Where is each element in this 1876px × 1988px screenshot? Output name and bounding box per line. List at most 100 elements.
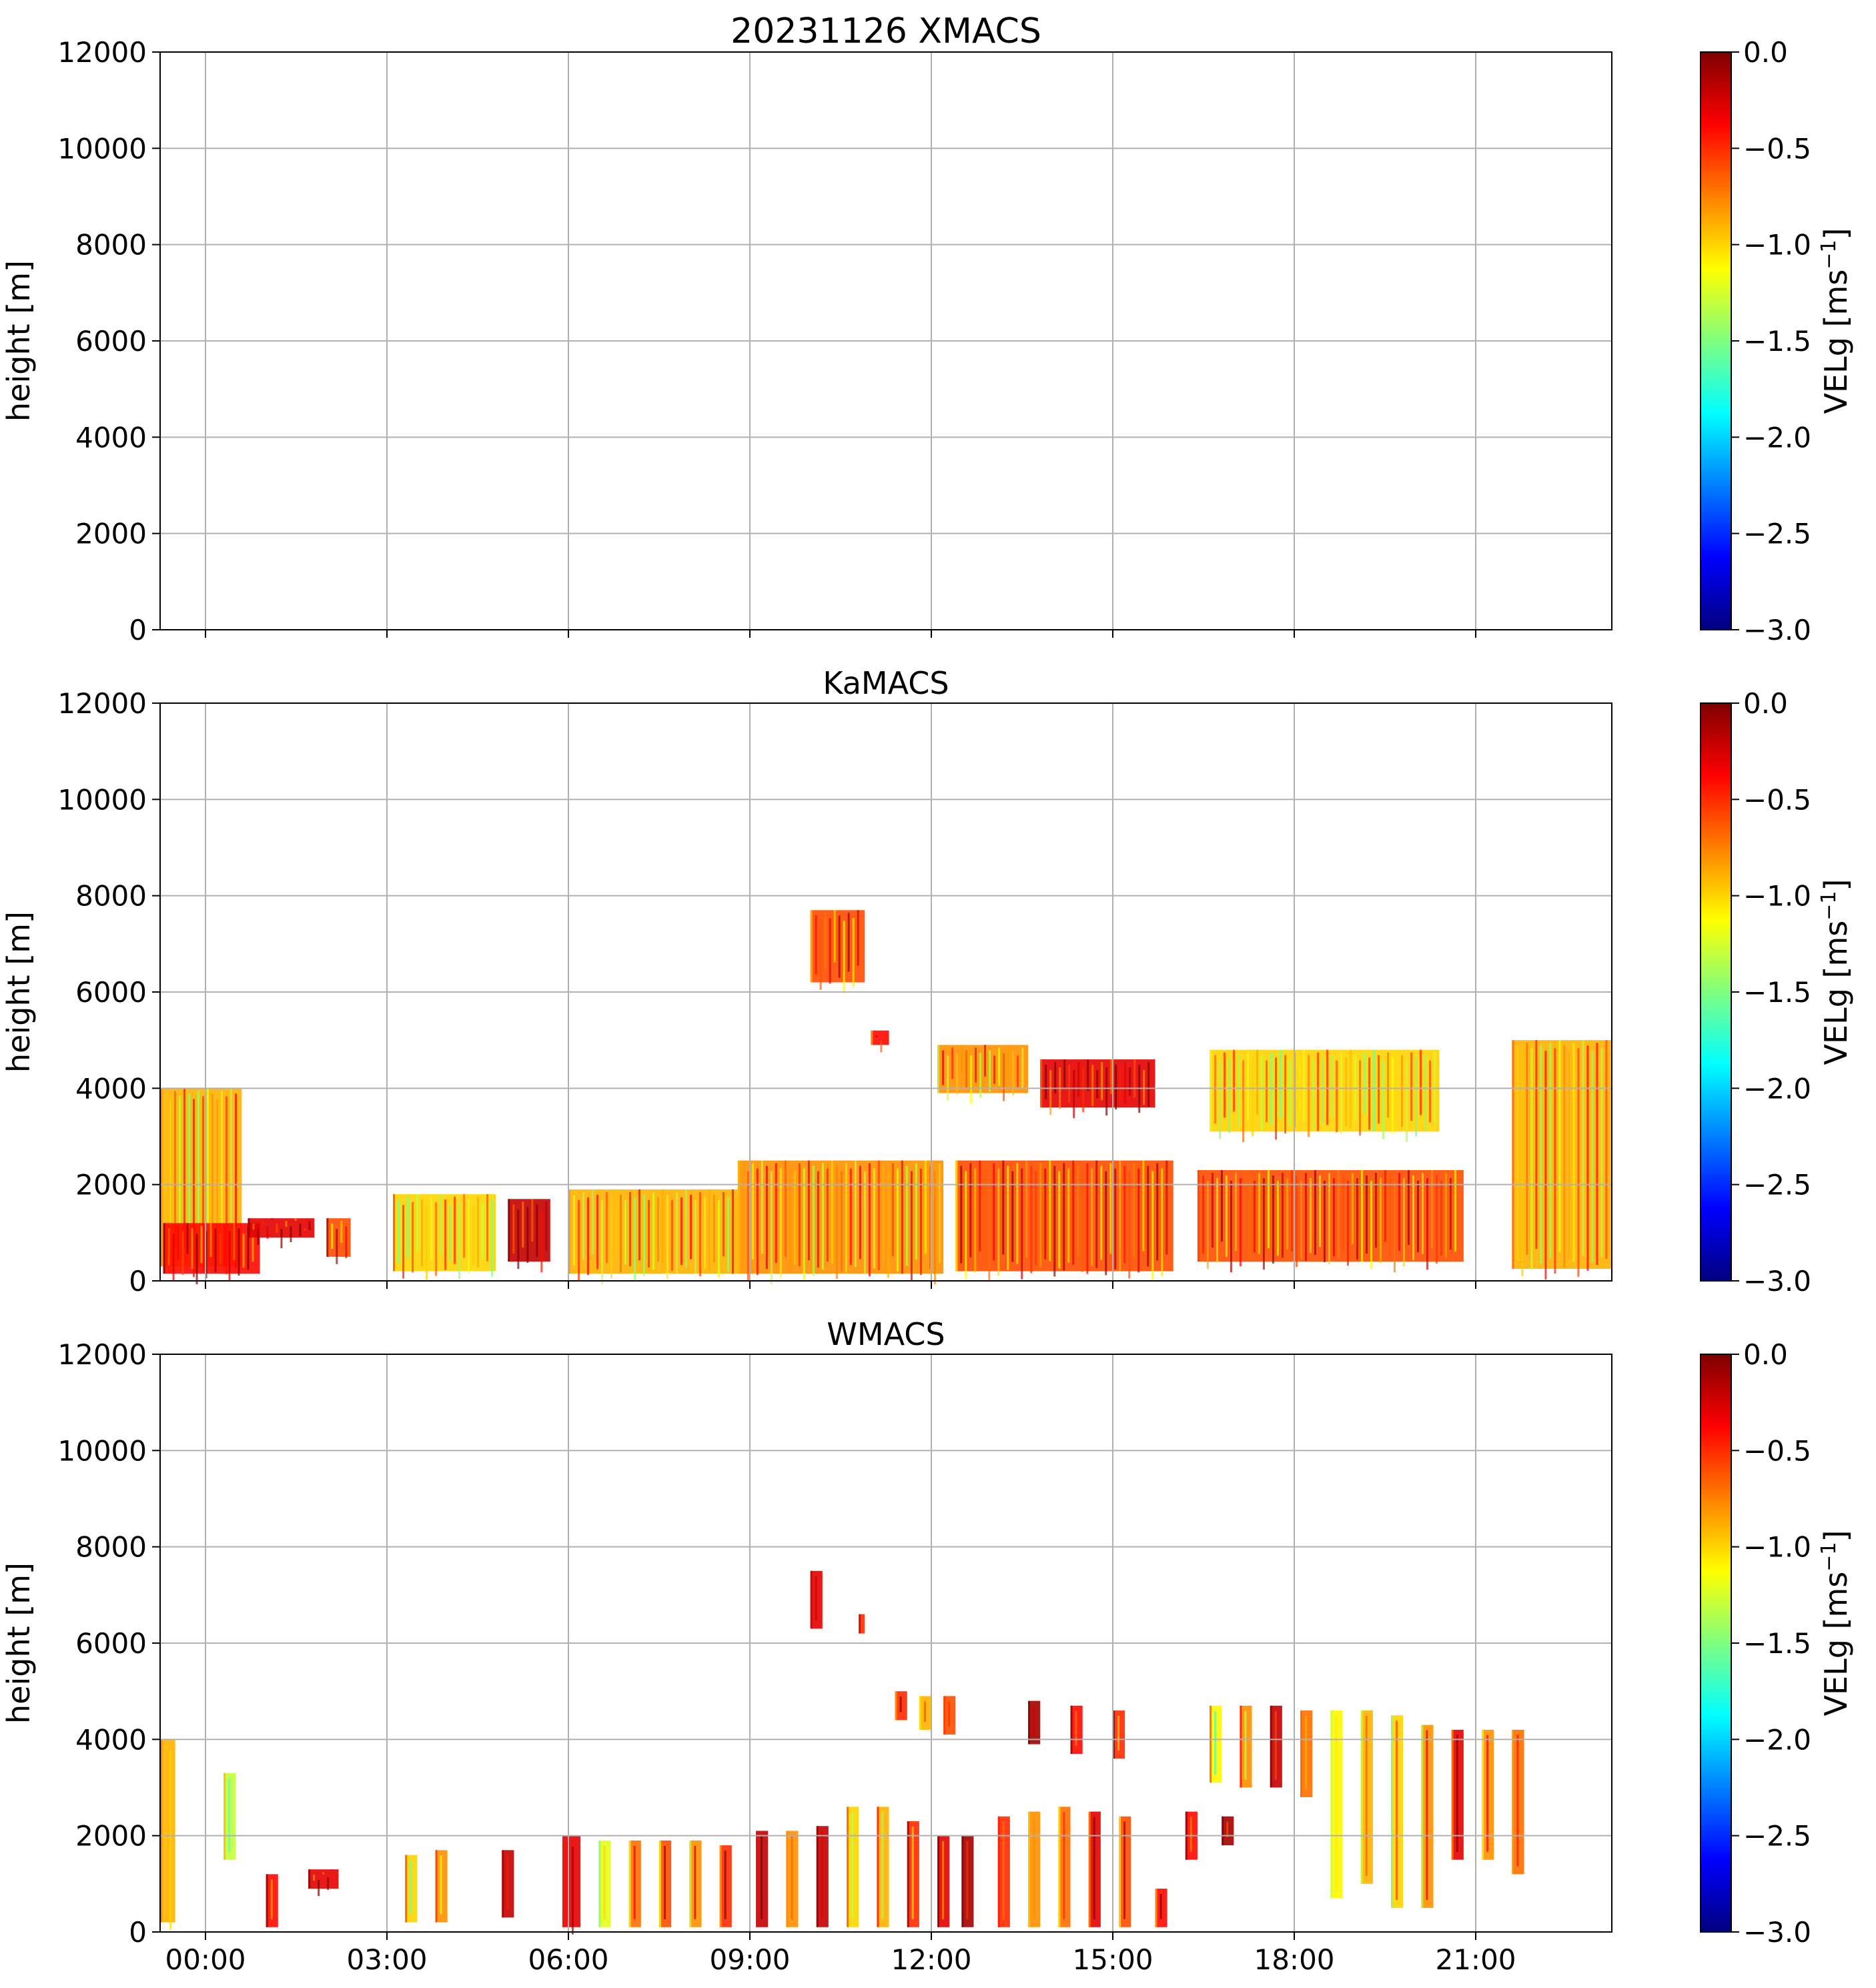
- echo-streak: [486, 1194, 489, 1262]
- colorbar-tick-label: 0.0: [1743, 687, 1788, 720]
- echo-streak: [1272, 1175, 1274, 1264]
- echo-streak: [1314, 1170, 1316, 1256]
- echo-streak: [225, 1096, 227, 1275]
- echo-streak: [852, 918, 855, 987]
- echo-streak: [1424, 1055, 1427, 1131]
- echo-streak: [854, 1160, 857, 1268]
- echo-streak: [1572, 1043, 1575, 1262]
- echo-streak: [840, 1171, 843, 1272]
- echo-streak: [1007, 1045, 1010, 1080]
- y-axis-label: height [m]: [1, 260, 37, 422]
- echo-streak: [326, 1218, 329, 1257]
- x-tick-label: 18:00: [1254, 1943, 1334, 1976]
- echo-region: [435, 1850, 448, 1923]
- echo-streak: [713, 1194, 715, 1263]
- echo-streak: [666, 1194, 668, 1280]
- echo-region: [786, 1831, 799, 1927]
- echo-streak: [815, 1576, 817, 1621]
- echo-streak: [859, 1165, 861, 1260]
- echo-streak: [197, 1091, 199, 1256]
- echo-streak: [177, 1225, 179, 1260]
- echo-streak: [1096, 1070, 1099, 1099]
- echo-streak: [1326, 1049, 1329, 1125]
- echo-streak: [1312, 1060, 1315, 1129]
- echo-streak: [410, 1860, 412, 1915]
- colorbar-label: VELg [ms−1]: [1817, 1530, 1855, 1716]
- echo-streak: [1309, 1178, 1312, 1254]
- echo-streak: [643, 1194, 645, 1276]
- echo-region: [1360, 1710, 1373, 1884]
- echo-streak: [1586, 1045, 1589, 1271]
- echo-streak: [793, 1171, 796, 1265]
- echo-streak: [1582, 1040, 1584, 1256]
- echo-streak: [843, 921, 845, 993]
- echo-region: [1119, 1816, 1131, 1927]
- echo-streak: [1388, 1175, 1391, 1258]
- echo-streak: [1420, 1049, 1422, 1115]
- colorbar-tick-label: −2.0: [1743, 1723, 1811, 1756]
- echo-streak: [1530, 1048, 1533, 1270]
- echo-streak: [915, 1163, 917, 1260]
- echo-region: [810, 1570, 823, 1629]
- echo-streak: [1535, 1040, 1538, 1249]
- echo-streak: [732, 1189, 734, 1274]
- echo-streak: [694, 1845, 696, 1919]
- echo-region: [659, 1840, 672, 1927]
- panel-kamacs: 0 2000 4000 6000 8000 10000 12000 KaMACS heigh…: [1, 665, 1854, 1298]
- echo-streak: [1063, 1059, 1066, 1088]
- echo-streak: [689, 1840, 692, 1927]
- echo-region: [1512, 1729, 1524, 1875]
- echo-streak: [901, 1160, 903, 1274]
- echo-streak: [526, 1207, 529, 1264]
- echo-streak: [798, 1163, 801, 1267]
- echo-streak: [1007, 1165, 1009, 1270]
- echo-streak: [1368, 1057, 1371, 1130]
- echo-streak: [174, 1091, 176, 1253]
- colorbar-tick-label: −1.0: [1743, 1531, 1811, 1564]
- echo-streak: [1133, 1163, 1135, 1258]
- echo-streak: [165, 1093, 167, 1259]
- y-tick-label: 6000: [75, 325, 147, 358]
- echo-streak: [270, 1879, 273, 1919]
- echo-streak: [933, 1171, 936, 1285]
- echo-streak: [1401, 1055, 1404, 1127]
- echo-streak: [1426, 1730, 1428, 1900]
- echo-streak: [819, 921, 822, 990]
- echo-streak: [648, 1199, 650, 1268]
- echo-streak: [252, 1231, 254, 1262]
- echo-region: [1113, 1710, 1125, 1759]
- echo-streak: [188, 1093, 190, 1262]
- echo-streak: [859, 1614, 861, 1634]
- echo-streak: [517, 1209, 520, 1270]
- echo-streak: [881, 1812, 884, 1919]
- echo-streak: [477, 1197, 480, 1268]
- echo-streak: [1402, 1178, 1405, 1267]
- echo-region: [598, 1840, 611, 1927]
- y-tick-label: 4000: [75, 1072, 147, 1105]
- echo-streak: [179, 1096, 181, 1268]
- echo-streak: [1605, 1040, 1608, 1259]
- colorbar-tick-label: −2.5: [1743, 1820, 1811, 1853]
- echo-streak: [435, 1850, 438, 1923]
- echo-streak: [620, 1194, 622, 1273]
- echo-streak: [1073, 1070, 1075, 1119]
- colorbar-tick-label: −1.0: [1743, 229, 1811, 262]
- echo-streak: [1332, 1178, 1335, 1257]
- echo-streak: [603, 1845, 606, 1919]
- echo-region: [1197, 1170, 1464, 1273]
- echo-streak: [183, 1088, 185, 1247]
- echo-streak: [285, 1221, 288, 1227]
- echo-streak: [1378, 1055, 1380, 1124]
- echo-streak: [1396, 1720, 1398, 1900]
- echo-streak: [727, 1197, 729, 1272]
- echo-streak: [242, 1233, 245, 1268]
- echo-streak: [1435, 1175, 1438, 1264]
- echo-streak: [659, 1840, 661, 1927]
- echo-streak: [1100, 1165, 1103, 1260]
- echo-streak: [592, 1189, 594, 1254]
- echo-region: [248, 1218, 315, 1249]
- echo-streak: [1119, 1160, 1121, 1272]
- echo-streak: [1021, 1168, 1023, 1280]
- y-axis-label: height [m]: [1, 911, 37, 1073]
- echo-streak: [709, 1189, 711, 1271]
